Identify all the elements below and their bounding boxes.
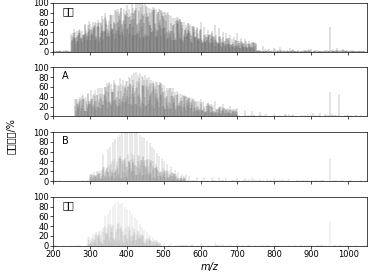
X-axis label: m/z: m/z [201, 262, 219, 272]
Text: B: B [62, 136, 69, 146]
Text: A: A [62, 71, 69, 81]
Text: 相对丰度/%: 相对丰度/% [6, 118, 15, 155]
Text: 原水: 原水 [62, 7, 74, 17]
Text: 出水: 出水 [62, 201, 74, 211]
